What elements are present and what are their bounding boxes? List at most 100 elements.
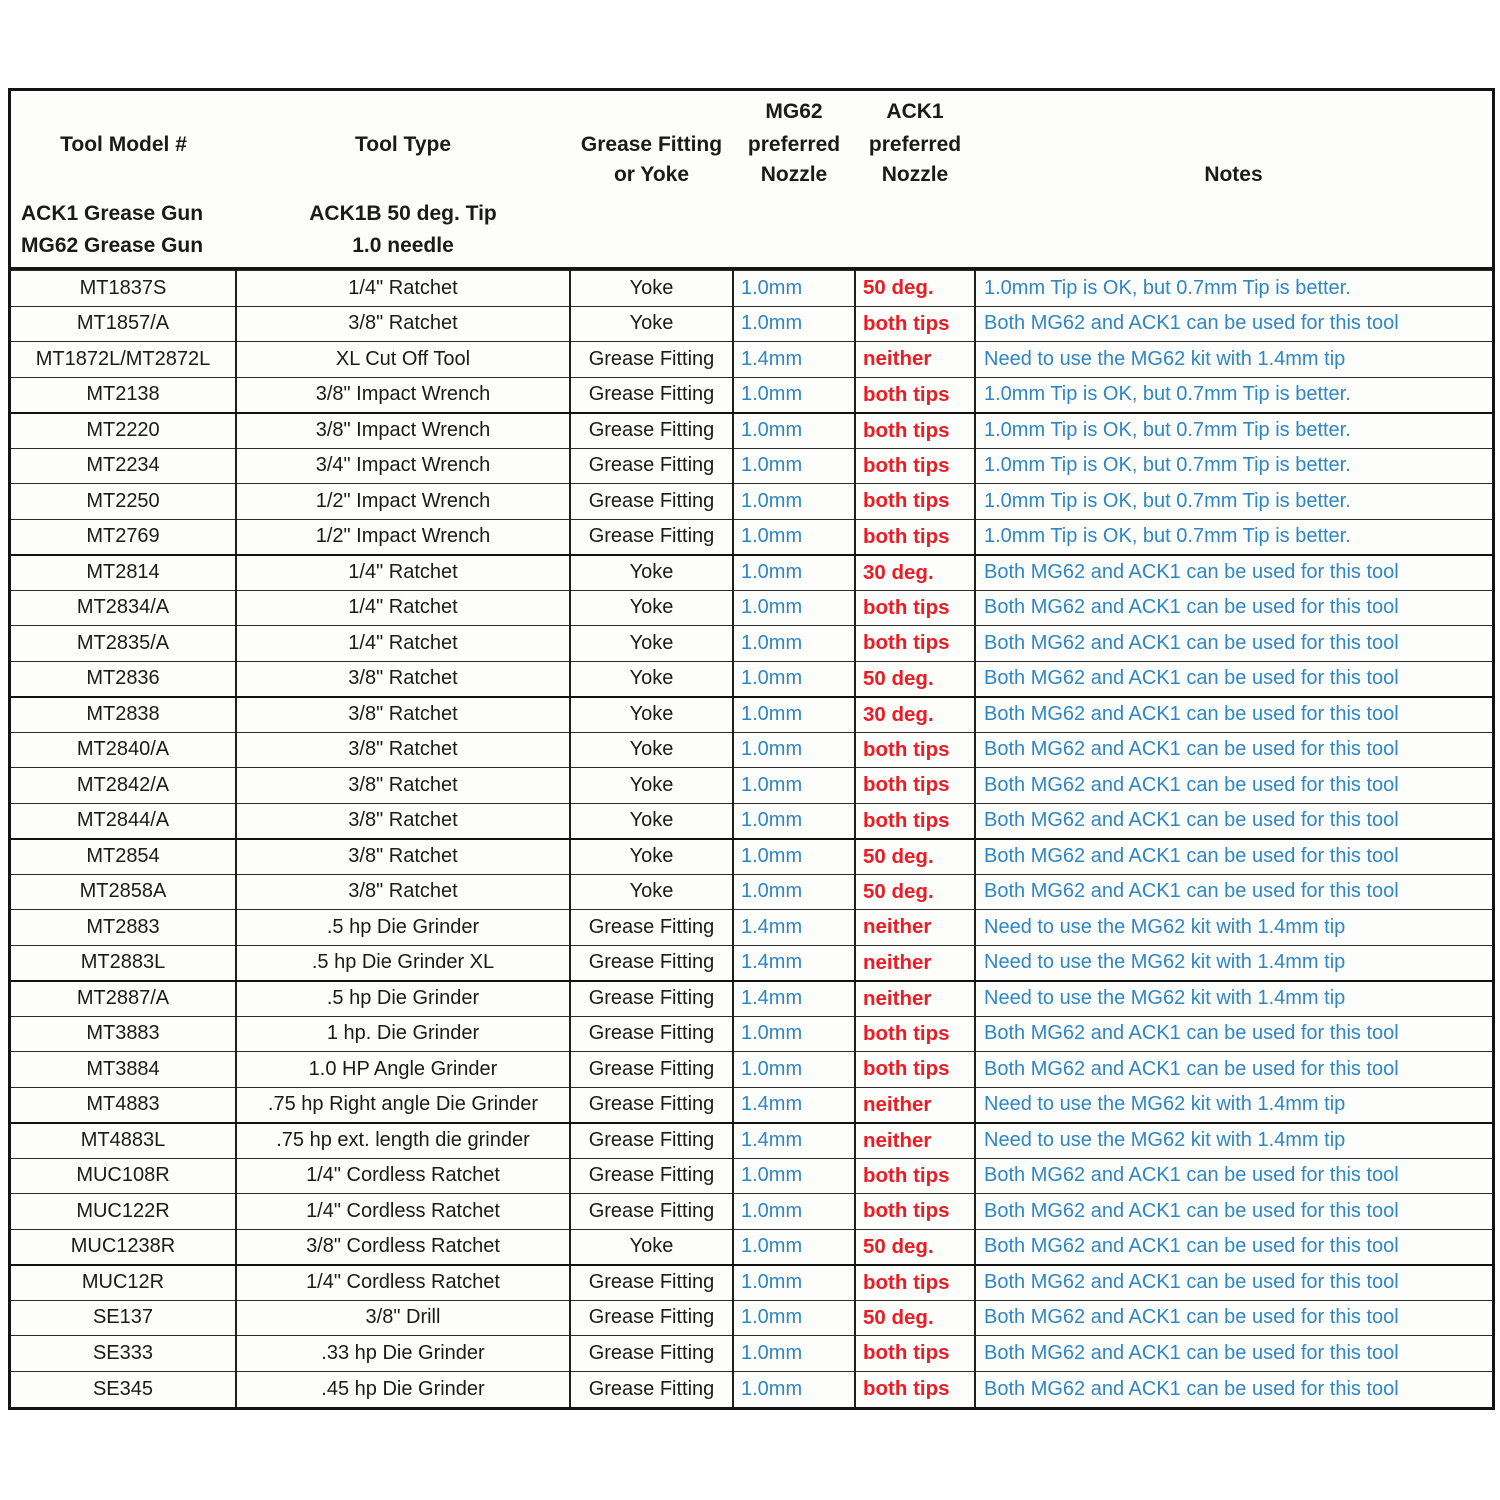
mg62-nozzle-cell[interactable]: 1.0mm	[732, 447, 855, 484]
ack1-nozzle-cell[interactable]: both tips	[854, 625, 975, 661]
note-cell[interactable]: 1.0mm Tip is OK, but 0.7mm Tip is better…	[974, 447, 1492, 484]
fitting-cell[interactable]: Yoke	[569, 696, 733, 732]
ack1-nozzle-cell[interactable]: 50 deg.	[854, 660, 975, 698]
fitting-cell[interactable]: Yoke	[569, 1228, 733, 1266]
type-cell[interactable]: 3/8" Ratchet	[235, 696, 570, 732]
mg62-nozzle-cell[interactable]: 1.4mm	[732, 341, 855, 377]
ack1-nozzle-cell[interactable]: both tips	[854, 731, 975, 768]
type-cell[interactable]: XL Cut Off Tool	[235, 341, 570, 377]
note-cell[interactable]: Both MG62 and ACK1 can be used for this …	[974, 1015, 1492, 1052]
type-cell[interactable]: .75 hp Right angle Die Grinder	[235, 1086, 570, 1124]
ack1-nozzle-cell[interactable]: 30 deg.	[854, 696, 975, 732]
type-cell[interactable]: 1/4" Ratchet	[235, 554, 570, 590]
model-cell[interactable]: MT2887/A	[11, 980, 236, 1016]
note-cell[interactable]: Both MG62 and ACK1 can be used for this …	[974, 589, 1492, 626]
type-cell[interactable]: .5 hp Die Grinder XL	[235, 944, 570, 982]
ack1-nozzle-cell[interactable]: 30 deg.	[854, 554, 975, 590]
mg62-nozzle-cell[interactable]: 1.0mm	[732, 554, 855, 590]
mg62-nozzle-cell[interactable]: 1.0mm	[732, 731, 855, 768]
mg62-nozzle-cell[interactable]: 1.0mm	[732, 767, 855, 803]
mg62-nozzle-cell[interactable]: 1.4mm	[732, 980, 855, 1016]
fitting-cell[interactable]: Grease Fitting	[569, 341, 733, 377]
model-cell[interactable]: MT2858A	[11, 873, 236, 910]
note-cell[interactable]: Both MG62 and ACK1 can be used for this …	[974, 838, 1492, 874]
fitting-cell[interactable]: Grease Fitting	[569, 1157, 733, 1194]
model-cell[interactable]: MT2836	[11, 660, 236, 698]
note-cell[interactable]: Need to use the MG62 kit with 1.4mm tip	[974, 1122, 1492, 1158]
note-cell[interactable]: Need to use the MG62 kit with 1.4mm tip	[974, 341, 1492, 377]
model-cell[interactable]: MT1872L/MT2872L	[11, 341, 236, 377]
model-cell[interactable]: MT1857/A	[11, 305, 236, 342]
model-cell[interactable]: MUC1238R	[11, 1228, 236, 1266]
mg62-nozzle-cell[interactable]: 1.4mm	[732, 944, 855, 982]
ack1-nozzle-cell[interactable]: both tips	[854, 447, 975, 484]
fitting-cell[interactable]: Grease Fitting	[569, 1015, 733, 1052]
mg62-nozzle-cell[interactable]: 1.0mm	[732, 589, 855, 626]
mg62-nozzle-cell[interactable]: 1.0mm	[732, 1157, 855, 1194]
model-cell[interactable]: MUC12R	[11, 1264, 236, 1300]
mg62-nozzle-cell[interactable]: 1.4mm	[732, 1122, 855, 1158]
ack1-nozzle-cell[interactable]: both tips	[854, 802, 975, 840]
type-cell[interactable]: 1/4" Ratchet	[235, 589, 570, 626]
fitting-cell[interactable]: Grease Fitting	[569, 980, 733, 1016]
note-cell[interactable]: Both MG62 and ACK1 can be used for this …	[974, 1157, 1492, 1194]
fitting-cell[interactable]: Grease Fitting	[569, 1264, 733, 1300]
type-cell[interactable]: 1/4" Cordless Ratchet	[235, 1193, 570, 1229]
type-cell[interactable]: 3/8" Impact Wrench	[235, 376, 570, 414]
note-cell[interactable]: Both MG62 and ACK1 can be used for this …	[974, 1051, 1492, 1087]
mg62-nozzle-cell[interactable]: 1.0mm	[732, 483, 855, 519]
model-cell[interactable]: MT4883	[11, 1086, 236, 1124]
type-cell[interactable]: .75 hp ext. length die grinder	[235, 1122, 570, 1158]
type-cell[interactable]: .33 hp Die Grinder	[235, 1335, 570, 1371]
model-cell[interactable]: MT3883	[11, 1015, 236, 1052]
mg62-nozzle-cell[interactable]: 1.0mm	[732, 1335, 855, 1371]
type-cell[interactable]: 1 hp. Die Grinder	[235, 1015, 570, 1052]
fitting-cell[interactable]: Yoke	[569, 625, 733, 661]
note-cell[interactable]: 1.0mm Tip is OK, but 0.7mm Tip is better…	[974, 376, 1492, 414]
fitting-cell[interactable]: Grease Fitting	[569, 1299, 733, 1336]
type-cell[interactable]: 1/2" Impact Wrench	[235, 483, 570, 519]
note-cell[interactable]: Both MG62 and ACK1 can be used for this …	[974, 1228, 1492, 1266]
type-cell[interactable]: .5 hp Die Grinder	[235, 980, 570, 1016]
note-cell[interactable]: Both MG62 and ACK1 can be used for this …	[974, 1335, 1492, 1371]
model-cell[interactable]: SE137	[11, 1299, 236, 1336]
fitting-cell[interactable]: Grease Fitting	[569, 1335, 733, 1371]
note-cell[interactable]: Need to use the MG62 kit with 1.4mm tip	[974, 1086, 1492, 1124]
type-cell[interactable]: 3/4" Impact Wrench	[235, 447, 570, 484]
ack1-nozzle-cell[interactable]: neither	[854, 1122, 975, 1158]
note-cell[interactable]: Both MG62 and ACK1 can be used for this …	[974, 625, 1492, 661]
model-cell[interactable]: MT2840/A	[11, 731, 236, 768]
mg62-nozzle-cell[interactable]: 1.0mm	[732, 802, 855, 840]
mg62-nozzle-cell[interactable]: 1.0mm	[732, 660, 855, 698]
model-cell[interactable]: MUC122R	[11, 1193, 236, 1229]
ack1-nozzle-cell[interactable]: both tips	[854, 767, 975, 803]
type-cell[interactable]: 3/8" Impact Wrench	[235, 412, 570, 448]
model-cell[interactable]: MT2814	[11, 554, 236, 590]
type-cell[interactable]: 3/8" Ratchet	[235, 802, 570, 840]
model-cell[interactable]: MT2138	[11, 376, 236, 414]
model-cell[interactable]: MT2838	[11, 696, 236, 732]
ack1-nozzle-cell[interactable]: neither	[854, 944, 975, 982]
fitting-cell[interactable]: Yoke	[569, 802, 733, 840]
type-cell[interactable]: 1/2" Impact Wrench	[235, 518, 570, 556]
ack1-nozzle-cell[interactable]: 50 deg.	[854, 1228, 975, 1266]
type-cell[interactable]: 3/8" Ratchet	[235, 305, 570, 342]
fitting-cell[interactable]: Yoke	[569, 270, 733, 306]
model-cell[interactable]: MT2835/A	[11, 625, 236, 661]
mg62-nozzle-cell[interactable]: 1.0mm	[732, 838, 855, 874]
model-cell[interactable]: MT2854	[11, 838, 236, 874]
note-cell[interactable]: Both MG62 and ACK1 can be used for this …	[974, 1193, 1492, 1229]
mg62-nozzle-cell[interactable]: 1.4mm	[732, 909, 855, 945]
fitting-cell[interactable]: Grease Fitting	[569, 376, 733, 414]
mg62-nozzle-cell[interactable]: 1.0mm	[732, 1370, 855, 1407]
model-cell[interactable]: SE345	[11, 1370, 236, 1407]
fitting-cell[interactable]: Yoke	[569, 838, 733, 874]
ack1-nozzle-cell[interactable]: both tips	[854, 305, 975, 342]
model-cell[interactable]: MT3884	[11, 1051, 236, 1087]
model-cell[interactable]: MUC108R	[11, 1157, 236, 1194]
model-cell[interactable]: MT2844/A	[11, 802, 236, 840]
fitting-cell[interactable]: Yoke	[569, 767, 733, 803]
type-cell[interactable]: 1/4" Cordless Ratchet	[235, 1264, 570, 1300]
mg62-nozzle-cell[interactable]: 1.0mm	[732, 1051, 855, 1087]
model-cell[interactable]: MT2834/A	[11, 589, 236, 626]
